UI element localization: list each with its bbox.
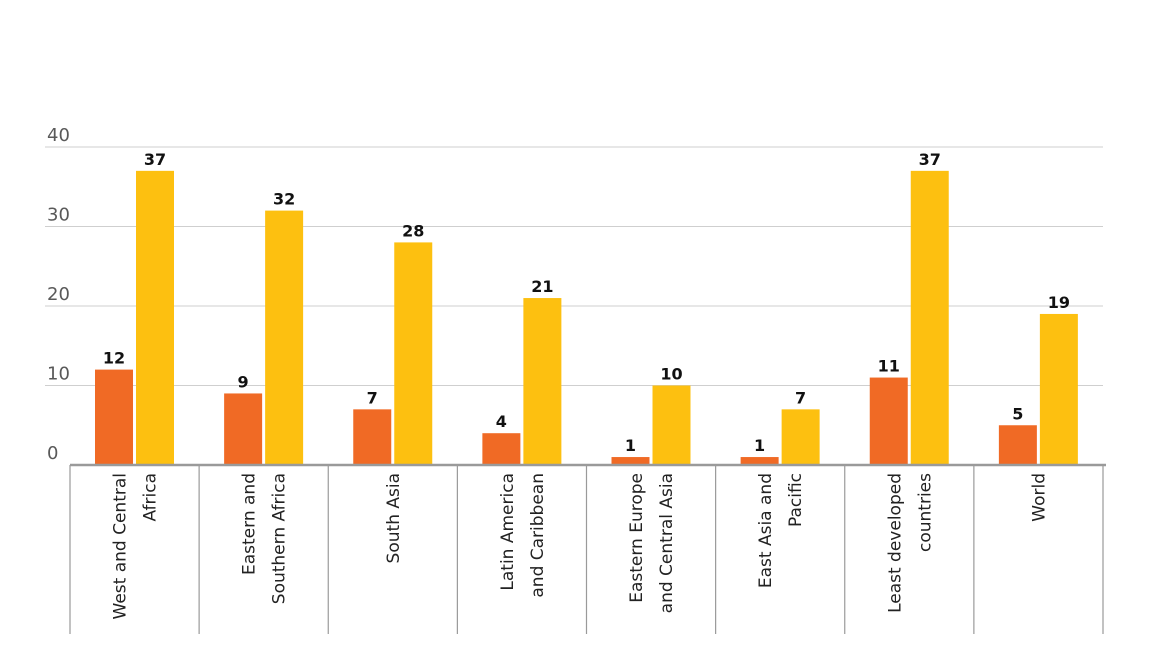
category-label-line: Southern Africa [270,473,290,604]
category-label: Eastern and Southern Africa [240,473,290,604]
bar [869,377,908,465]
bar [95,369,133,465]
y-tick-label: 30 [47,205,70,226]
category-dividers [69,465,1104,634]
y-tick-label: 10 [47,364,70,385]
category-label-line: Eastern Europe [627,473,647,603]
data-label: 1 [754,436,765,455]
data-label: 32 [273,190,295,209]
bar [611,457,650,465]
category-label-line: South Asia [384,473,404,563]
category-label: West and Central Africa [111,473,161,619]
data-label: 7 [367,388,378,407]
category-label-line: and Caribbean [528,473,548,598]
data-label: 1 [625,436,636,455]
data-label: 11 [878,357,900,376]
data-label: 9 [238,372,249,391]
category-label-line: Pacific [786,473,806,527]
data-label: 21 [531,277,553,296]
category-labels: West and Central Africa Eastern and Souther… [111,473,1050,620]
bar [394,242,433,465]
bar [224,393,263,465]
data-label: 5 [1012,404,1023,423]
bar [482,433,521,465]
bar [1039,313,1078,465]
category-label-line: Least developed [885,473,905,613]
category-label: East Asia and Pacific [756,473,806,588]
category-label-line: Africa [141,473,161,522]
y-tick-label: 0 [47,443,58,464]
bar [265,210,304,465]
data-label: 28 [402,221,424,240]
y-tick-label: 40 [47,125,70,146]
data-label: 4 [496,412,507,431]
bar [781,409,820,465]
data-label: 37 [144,150,166,169]
data-label: 37 [919,150,941,169]
category-label-line: East Asia and [756,473,776,588]
bar [136,170,174,465]
category-label: Eastern Europe and Central Asia [627,473,677,613]
category-label: World [1029,473,1049,522]
category-label-line: World [1029,473,1049,522]
category-label-line: Latin America [498,473,518,591]
y-axis-ticks: 0 10 20 30 40 [47,125,70,464]
category-label: Least developed countries [885,473,935,613]
category-label: Latin America and Caribbean [498,473,548,598]
bar [910,170,949,465]
bar [353,409,392,465]
y-tick-label: 20 [47,284,70,305]
bars [95,170,1078,465]
category-label-line: West and Central [111,473,131,619]
data-label: 7 [795,388,806,407]
bar [998,425,1037,465]
category-label: South Asia [384,473,404,563]
data-label: 10 [660,365,682,384]
category-label-line: Eastern and [240,473,260,575]
bar [740,457,779,465]
bar [652,385,691,465]
data-label: 19 [1048,293,1070,312]
category-label-line: countries [915,473,935,552]
category-label-line: and Central Asia [657,473,677,613]
data-label: 12 [103,349,125,368]
bar [523,298,562,465]
